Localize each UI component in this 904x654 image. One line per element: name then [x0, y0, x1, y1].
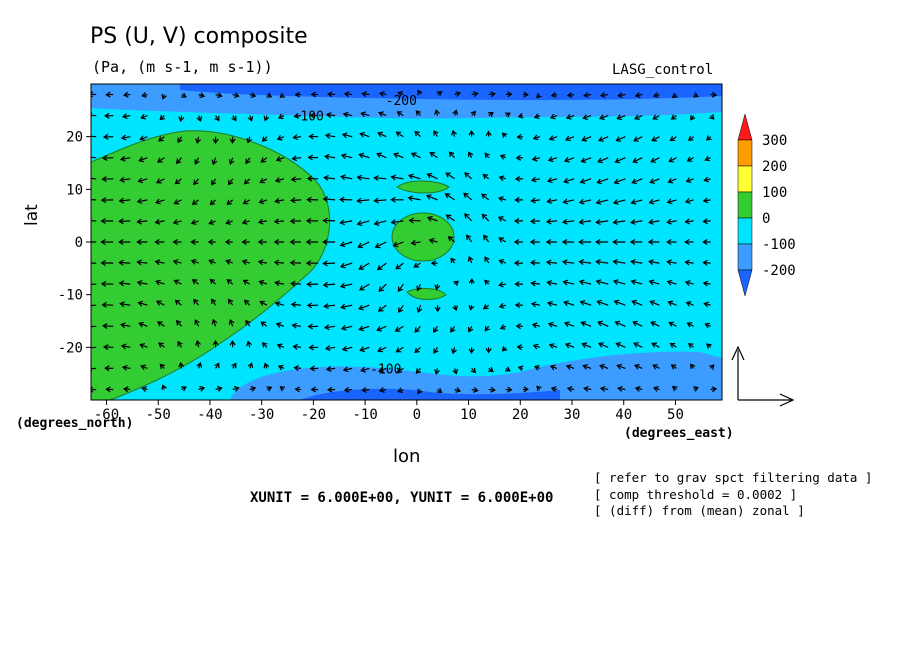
x-tick-label: -10 — [352, 407, 377, 423]
x-tick-label: 50 — [667, 407, 684, 423]
contour-label: -100 — [293, 110, 324, 125]
colorbar-label: -100 — [762, 237, 796, 253]
colorbar-label: 200 — [762, 159, 787, 175]
colorbar-segment — [737, 139, 753, 167]
x-tick-label: -50 — [146, 407, 171, 423]
note-filtering: [ refer to grav spct filtering data ] — [594, 470, 873, 485]
filled-contours — [91, 84, 722, 400]
run-label: LASG_control — [612, 62, 714, 78]
contour-fill-north-blob — [396, 180, 450, 194]
colorbar-segment — [737, 191, 753, 219]
colorbar: 300 200 100 0 -100 -200 — [737, 113, 796, 297]
y-tick-label: 20 — [66, 130, 83, 146]
contour-labels: -200 -100 -100 — [293, 94, 417, 378]
x-tick-label: -30 — [249, 407, 274, 423]
x-tick-label: -20 — [301, 407, 326, 423]
colorbar-label: -200 — [762, 263, 796, 279]
y-tick-label: 0 — [75, 235, 83, 251]
vector-arrows — [91, 89, 718, 395]
x-tick-label: 30 — [564, 407, 581, 423]
contour-fill-equator-blob — [391, 212, 455, 262]
colorbar-label: 300 — [762, 133, 787, 149]
colorbar-label: 100 — [762, 185, 787, 201]
x-tick-label: 0 — [413, 407, 421, 423]
y-tick-label: 10 — [66, 182, 83, 198]
colorbar-label: 0 — [762, 211, 770, 227]
y-axis-units: (degrees_north) — [16, 416, 134, 431]
contour-fill-south-band — [230, 351, 722, 400]
x-axis-label: lon — [393, 446, 421, 467]
chart-title: PS (U, V) composite — [90, 24, 308, 49]
wind-vectors — [91, 89, 718, 395]
contour-fill-positive-region — [91, 130, 331, 400]
x-tick-label: -40 — [197, 407, 222, 423]
contour-label: -200 — [386, 94, 417, 109]
reference-vector — [731, 345, 795, 407]
x-tick-label: 20 — [512, 407, 529, 423]
x-tick-label: 40 — [615, 407, 632, 423]
colorbar-segment — [737, 243, 753, 271]
x-tick-label: 10 — [460, 407, 477, 423]
colorbar-bottom-triangle — [737, 269, 753, 297]
vector-unit-line: XUNIT = 6.000E+00, YUNIT = 6.000E+00 — [250, 490, 554, 506]
chart-subtitle: (Pa, (m s-1, m s-1)) — [92, 58, 273, 76]
x-axis-units: (degrees_east) — [624, 426, 734, 441]
colorbar-segment — [737, 165, 753, 193]
x-tick-label: -60 — [94, 407, 119, 423]
y-tick-label: -10 — [58, 288, 83, 304]
colorbar-top-triangle — [737, 113, 753, 141]
contour-label: -100 — [370, 362, 401, 377]
note-diff: [ (diff) from (mean) zonal ] — [594, 503, 805, 518]
note-threshold: [ comp threshold = 0.0002 ] — [594, 487, 798, 502]
colorbar-segment — [737, 217, 753, 245]
y-tick-label: -20 — [58, 340, 83, 356]
